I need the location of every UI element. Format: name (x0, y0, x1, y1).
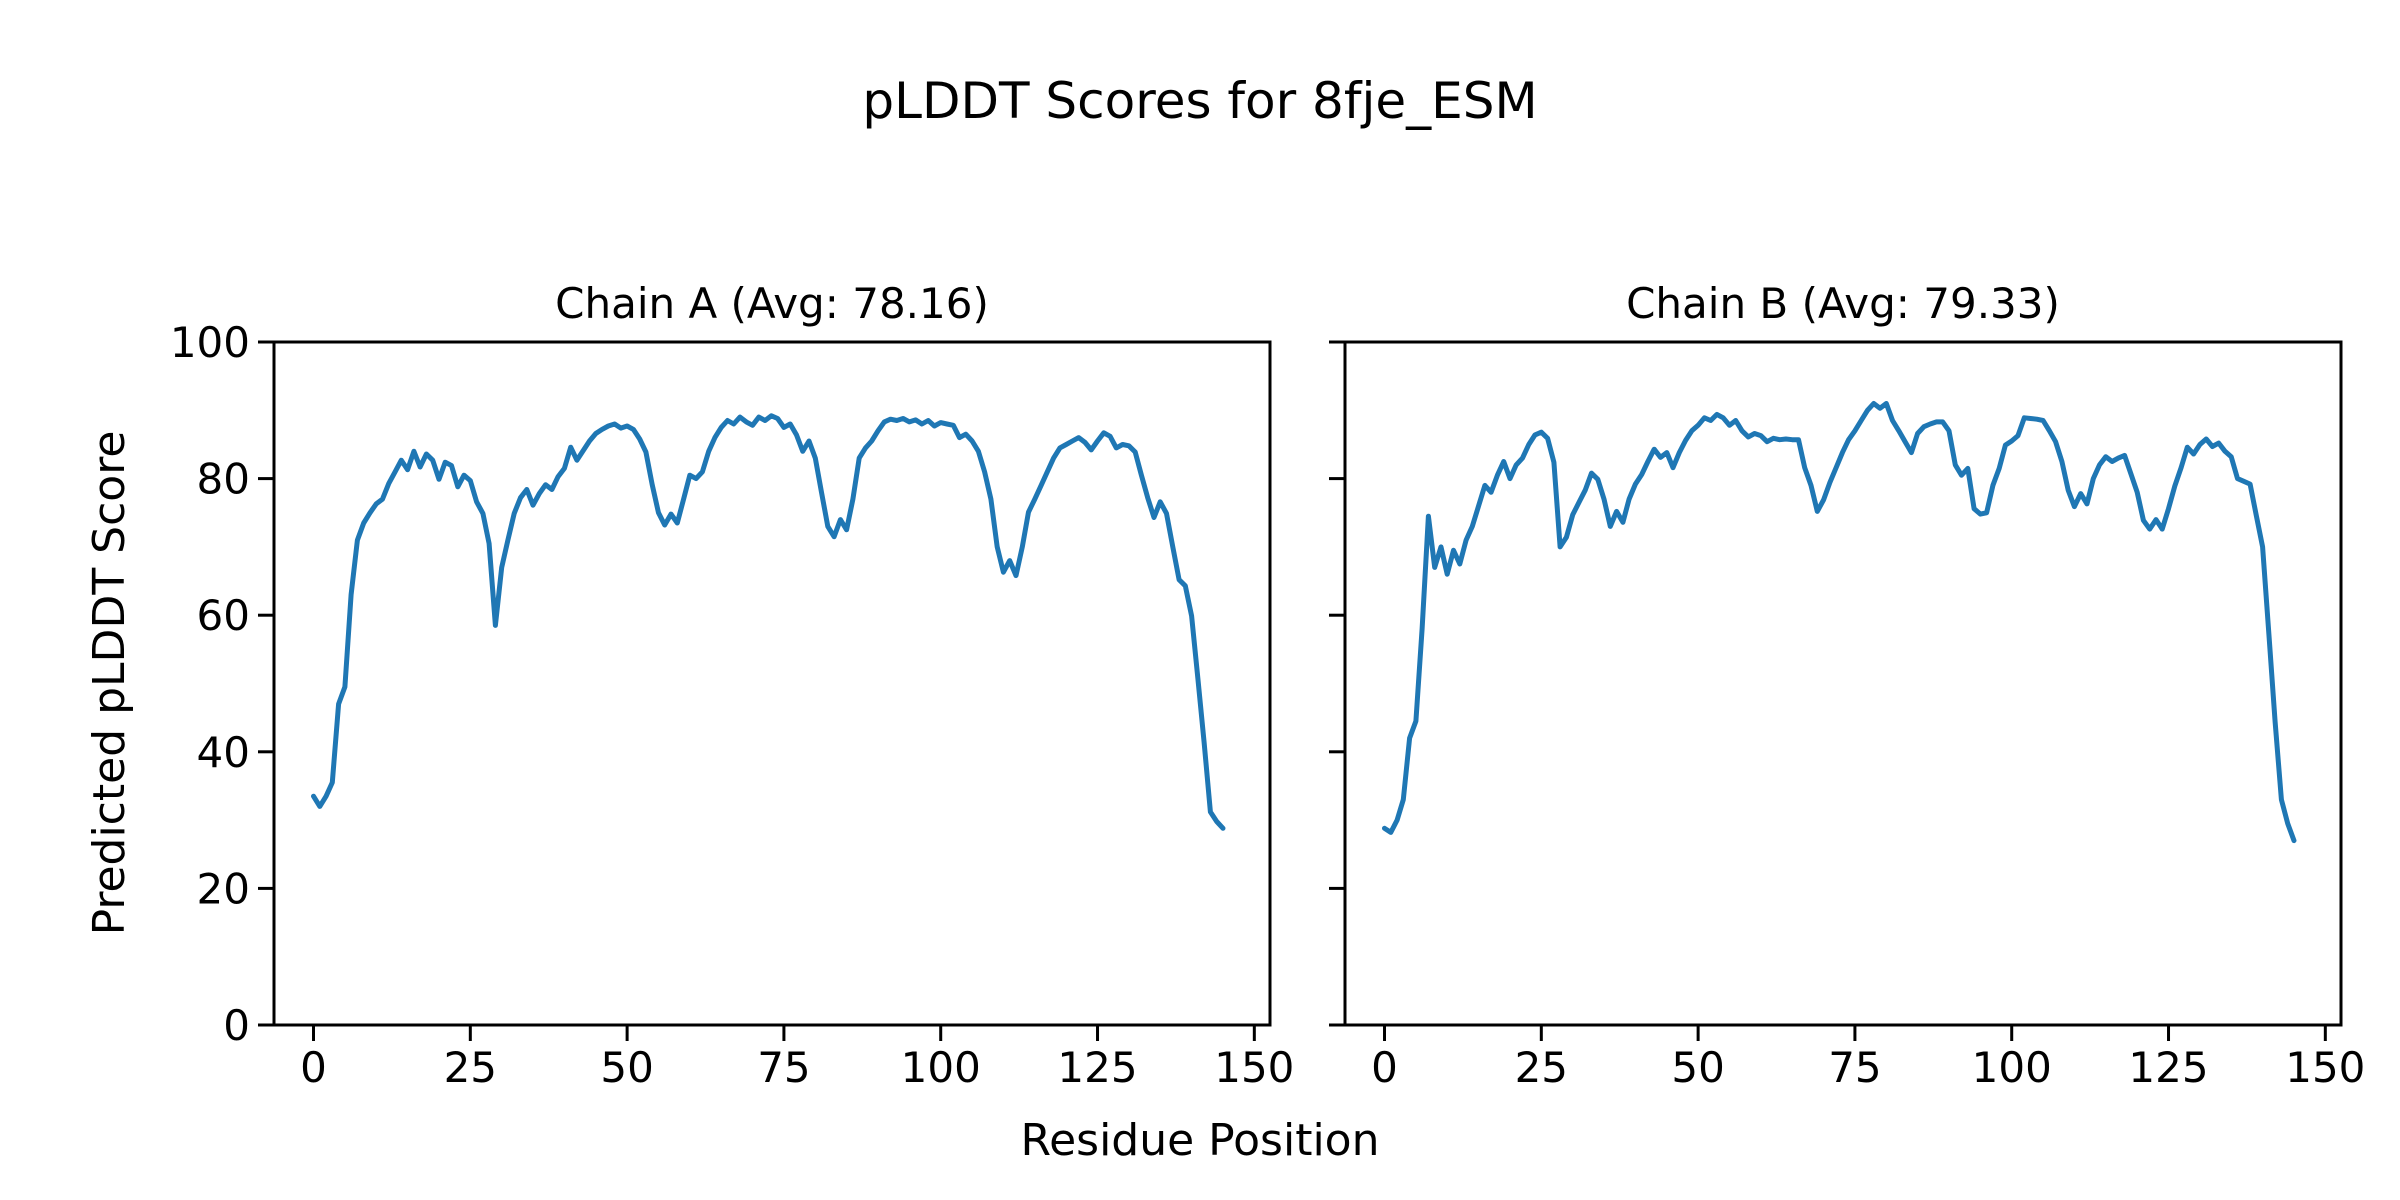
subplot-a-title: Chain A (Avg: 78.16) (555, 279, 989, 328)
x-tick-label: 0 (300, 1043, 327, 1092)
x-tick-label: 100 (1972, 1043, 2052, 1092)
x-tick-label: 125 (1057, 1043, 1137, 1092)
subplot-chain-b: 0 25 50 75 100 125 150 (1329, 340, 2365, 1092)
axes-frame (272, 340, 1272, 1027)
y-tick-label: 0 (223, 1001, 250, 1050)
y-tick-label: 20 (197, 864, 250, 913)
x-tick-label: 50 (600, 1043, 653, 1092)
plddt-line-chain-a (311, 413, 1226, 831)
x-tick-label: 75 (1828, 1043, 1881, 1092)
x-tick-label: 125 (2128, 1043, 2208, 1092)
x-tick-label: 75 (757, 1043, 810, 1092)
x-tick-label: 150 (2285, 1043, 2365, 1092)
plddt-line-chain-b (1382, 401, 2297, 844)
y-tick-label: 60 (197, 591, 250, 640)
x-tick-label: 25 (1515, 1043, 1568, 1092)
y-tick-label: 80 (197, 455, 250, 504)
x-tick-label: 150 (1214, 1043, 1294, 1092)
axes-frame (1343, 340, 2343, 1027)
y-tick-label: 100 (170, 318, 250, 367)
y-axis-label: Predicted pLDDT Score (84, 431, 135, 936)
y-tick-label: 40 (197, 728, 250, 777)
x-axis-label: Residue Position (1020, 1115, 1379, 1166)
subplot-b-title: Chain B (Avg: 79.33) (1626, 279, 2060, 328)
x-tick-label: 0 (1371, 1043, 1398, 1092)
subplots-group: 0 25 50 75 100 125 150 0 20 40 60 80 100 0 25 50 75 100 12… (170, 318, 2366, 1092)
figure-title: pLDDT Scores for 8fje_ESM (862, 72, 1537, 130)
x-tick-label: 25 (444, 1043, 497, 1092)
subplot-chain-a: 0 25 50 75 100 125 150 0 20 40 60 80 100 (170, 318, 1295, 1092)
x-tick-label: 100 (901, 1043, 981, 1092)
x-tick-label: 50 (1671, 1043, 1724, 1092)
